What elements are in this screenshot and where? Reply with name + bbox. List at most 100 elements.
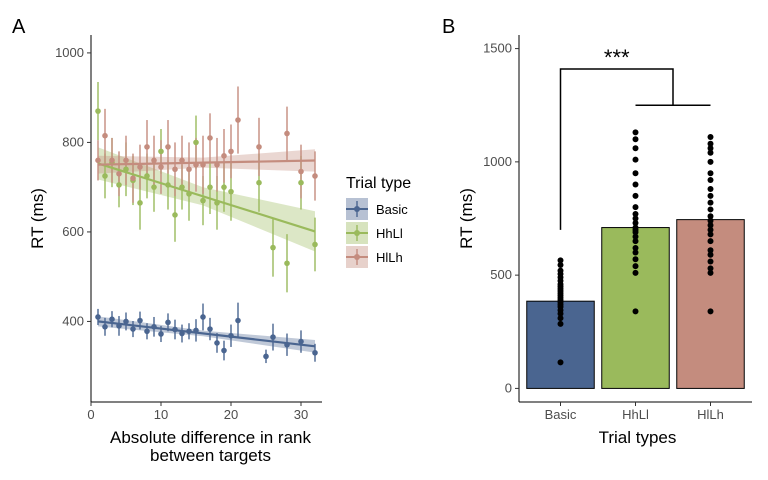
bracket-basic-vs-combined: [559, 68, 674, 230]
participant-point-hllh: [707, 269, 714, 276]
point-basic: [95, 314, 101, 320]
legend-title: Trial type: [346, 175, 411, 192]
y-axis-title: RT (ms): [28, 188, 47, 249]
x-tick-label: Basic: [545, 407, 577, 422]
participant-point-hllh: [707, 192, 714, 199]
participant-point-hllh: [707, 206, 714, 213]
point-hllh: [186, 166, 192, 173]
fit-band-hllh: [98, 149, 315, 174]
participant-point-hllh: [707, 258, 714, 265]
point-basic: [263, 353, 269, 360]
point-hllh: [144, 144, 150, 150]
point-hhll: [221, 184, 227, 190]
point-hllh: [109, 157, 115, 164]
point-basic: [200, 314, 206, 320]
participant-point-hhll: [632, 215, 639, 222]
point-hhll: [270, 244, 276, 251]
participant-point-basic: [557, 261, 564, 268]
point-hllh: [221, 153, 227, 159]
point-basic: [270, 334, 276, 340]
point-basic: [235, 317, 241, 324]
participant-point-hllh: [707, 231, 714, 238]
legend: Trial type Basic HhLl HlLh: [346, 175, 411, 268]
y-tick-label: 500: [490, 267, 512, 282]
point-hhll: [193, 139, 199, 146]
participant-point-hllh: [707, 265, 714, 272]
y-tick-label: 600: [62, 224, 84, 239]
x-axis-title-line-1: Absolute difference in rank: [110, 428, 311, 447]
x-tick-label: 30: [294, 407, 308, 422]
panel-b-label: B: [442, 16, 455, 38]
participant-point-hhll: [632, 156, 639, 163]
participant-point-hllh: [707, 247, 714, 254]
point-hllh: [298, 168, 304, 175]
point-basic: [158, 331, 164, 337]
point-hllh: [172, 166, 178, 173]
participant-point-hllh: [707, 176, 714, 183]
participant-point-basic: [557, 320, 564, 327]
point-hhll: [298, 179, 304, 186]
panel-a-axes: 400 600 800 1000 0 10 20 30: [55, 35, 322, 422]
point-hhll: [102, 173, 108, 179]
panel-b-axes: 0 500 1000 1500 Basic HhLl HlLh: [483, 35, 752, 422]
point-basic: [207, 326, 213, 332]
x-tick-label: 10: [154, 407, 168, 422]
fit-line-hllh: [97, 159, 316, 166]
bar-hllh: [676, 219, 745, 389]
fit-line-basic: [97, 320, 316, 348]
y-tick-label: 800: [62, 134, 84, 149]
point-hhll: [200, 197, 206, 204]
participant-point-hhll: [632, 220, 639, 227]
fit-lines: [97, 159, 316, 348]
point-hllh: [102, 132, 108, 139]
point-hhll: [312, 241, 318, 248]
participant-point-hllh: [707, 251, 714, 258]
point-basic: [214, 340, 220, 346]
legend-label-basic: Basic: [376, 202, 408, 217]
legend-label-hllh: HlLh: [376, 250, 403, 265]
participant-point-hllh: [707, 170, 714, 177]
point-basic: [144, 328, 150, 335]
participant-point-hhll: [632, 181, 639, 188]
legend-label-hhll: HhLl: [376, 226, 403, 241]
participant-point-hhll: [632, 192, 639, 199]
point-hllh: [130, 175, 136, 182]
panel-b-bar-chart: 0 500 1000 1500 Basic HhLl HlLh *** Trial type…: [457, 35, 752, 447]
point-hllh: [116, 170, 122, 177]
participant-point-hllh: [707, 140, 714, 147]
participant-point-hhll: [632, 210, 639, 217]
point-hllh: [158, 164, 164, 170]
point-hllh: [137, 164, 143, 170]
point-basic: [109, 316, 115, 323]
point-basic: [137, 317, 143, 324]
point-hhll: [116, 182, 122, 188]
participant-point-hhll: [632, 233, 639, 240]
participant-point-hllh: [707, 226, 714, 233]
panel-a-label: A: [12, 16, 26, 38]
point-hllh: [151, 157, 157, 164]
participant-point-hllh: [707, 199, 714, 206]
point-hllh: [228, 148, 234, 155]
point-hllh: [207, 135, 213, 141]
participant-point-hhll: [632, 129, 639, 136]
point-hllh: [179, 157, 185, 164]
point-basic: [165, 319, 171, 326]
point-hhll: [284, 260, 290, 267]
fit-line-hhll: [97, 162, 316, 233]
participant-point-hllh: [707, 145, 714, 152]
participant-point-hhll: [632, 269, 639, 276]
legend-entries: Basic HhLl HlLh: [346, 198, 408, 268]
participant-point-hllh: [707, 238, 714, 245]
participant-point-hllh: [707, 308, 714, 315]
individual-points: [557, 129, 714, 366]
x-tick-label: 0: [87, 407, 94, 422]
legend-point-basic: [354, 206, 360, 212]
point-hllh: [256, 144, 262, 150]
participant-point-hllh: [707, 222, 714, 229]
participant-point-hhll: [632, 229, 639, 236]
significance-label: ***: [604, 45, 630, 70]
point-basic: [130, 326, 136, 332]
participant-point-hllh: [707, 158, 714, 165]
point-hhll: [228, 188, 234, 195]
point-hhll: [137, 200, 143, 206]
